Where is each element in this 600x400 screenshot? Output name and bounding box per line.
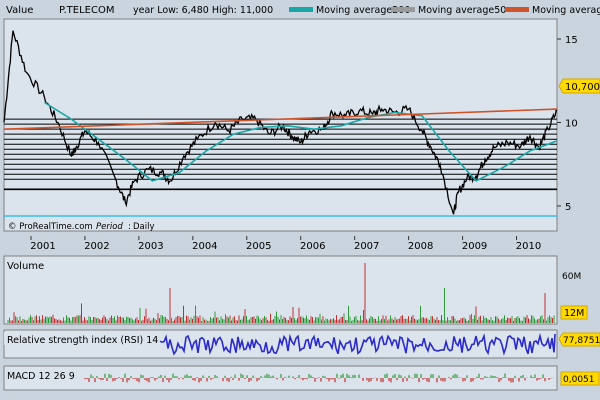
watermark: © ProRealTime.com <box>8 222 93 232</box>
volume-last: 12M <box>564 308 584 319</box>
price-tick-label-2: 5 <box>565 202 571 213</box>
price-series-group <box>3 30 558 215</box>
rsi-last-tag <box>558 332 600 347</box>
support-levels <box>4 118 557 191</box>
price-plot-area <box>3 18 558 232</box>
macd-last-tag <box>560 371 600 386</box>
year-label-4: 2005 <box>246 241 271 252</box>
year-axis: 2001 2002 2003 2004 2005 2006 2007 2008 2009 2010 <box>30 236 541 252</box>
price-tick-label-1: 10 <box>565 118 578 129</box>
volume-last-tag <box>560 305 588 320</box>
legend-ma-label: Moving average <box>532 5 600 16</box>
year-label-0: 2001 <box>30 241 55 252</box>
value-label: Value <box>6 5 33 16</box>
volume-bars <box>7 263 555 323</box>
volume-title: Volume <box>7 261 44 272</box>
ma-line <box>3 108 558 130</box>
volume-tick: 60M <box>562 272 581 282</box>
year-label-6: 2007 <box>354 241 379 252</box>
year-label-5: 2006 <box>300 241 325 252</box>
year-label-8: 2009 <box>462 241 487 252</box>
year-label-3: 2004 <box>192 241 217 252</box>
legend-ma200-label: Moving average200 <box>316 5 410 16</box>
year-range: year Low: 6,480 High: 11,000 <box>133 5 273 16</box>
legend-ma50: Moving average50 <box>391 5 506 16</box>
rsi-panel: Relative strength index (RSI) 14 77,8751 <box>3 329 600 359</box>
price-tick-label-0: 15 <box>565 35 578 46</box>
year-label-7: 2008 <box>408 241 433 252</box>
legend-ma200: Moving average200 <box>289 5 410 16</box>
year-label-2: 2003 <box>138 241 163 252</box>
last-price-tag: 10,700 <box>558 78 600 94</box>
legend-ma50-label: Moving average50 <box>418 5 506 16</box>
price-line <box>3 30 558 215</box>
macd-bars <box>84 373 554 383</box>
legend-ma: Moving average <box>505 5 600 16</box>
macd-title: MACD 12 26 9 <box>7 371 75 382</box>
year-label-9: 2010 <box>516 241 541 252</box>
price-panel <box>3 18 558 232</box>
period-value: Daily <box>133 222 155 232</box>
macd-last: 0,0051 <box>563 375 595 385</box>
volume-plot-area <box>3 255 558 325</box>
period-label: Period <box>96 222 123 232</box>
macd-panel: MACD 12 26 9 0,0051 <box>3 365 600 391</box>
svg-text::: : <box>128 222 131 232</box>
rsi-line <box>159 332 556 356</box>
year-label-1: 2002 <box>84 241 109 252</box>
ma200-line <box>44 101 558 182</box>
volume-panel: Volume 60M 12M <box>3 255 588 325</box>
rsi-last: 77,8751 <box>563 336 600 346</box>
price-axis: 15 10 5 <box>557 35 578 213</box>
symbol-label: P.TELECOM <box>59 5 114 16</box>
rsi-title: Relative strength index (RSI) 14 <box>7 335 158 346</box>
last-price-label: 10,700 <box>565 82 600 93</box>
